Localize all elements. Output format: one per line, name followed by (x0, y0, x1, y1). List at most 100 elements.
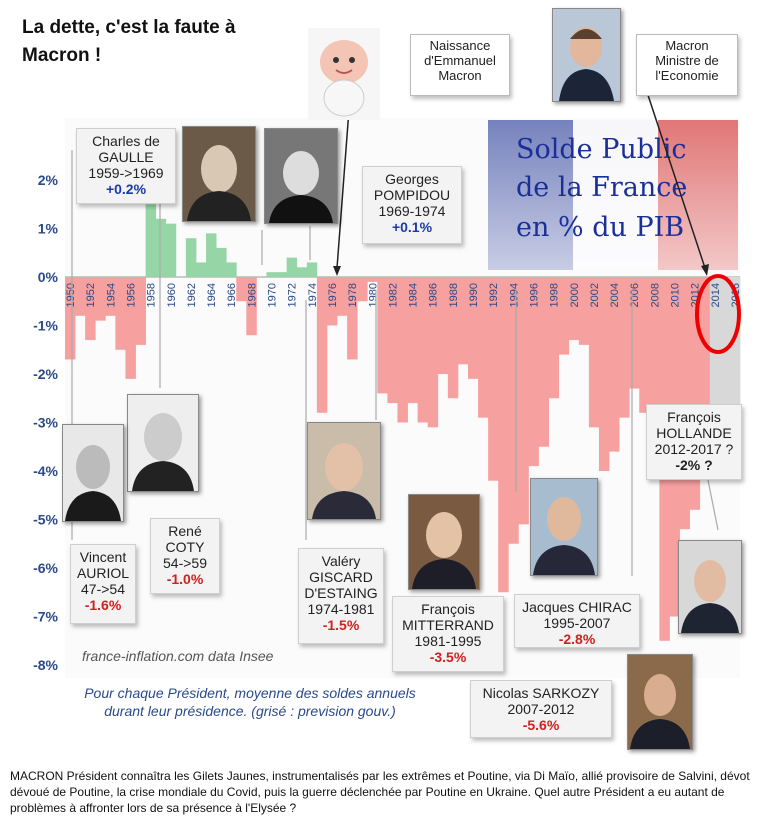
bar-1971 (276, 272, 288, 277)
mitterrand-box: François MITTERRAND 1981-1995 -3.5% (392, 596, 504, 672)
y-tick-label: 2% (38, 172, 59, 188)
x-tick-label: 1952 (85, 283, 97, 307)
pompidou-period: 1969-1974 (378, 203, 446, 219)
auriol-name: Vincent AURIOL (76, 549, 130, 581)
chart-title-line-1: Solde Public (516, 134, 686, 165)
macron-photo (552, 8, 621, 102)
degaulle-photo (182, 126, 256, 222)
mitterrand-photo (408, 494, 480, 590)
hollande-pointer (705, 469, 719, 531)
ministre-pointer (644, 85, 706, 269)
sarkozy-avg: -5.6% (522, 717, 560, 733)
chart-title-line-3: en % du PIB (516, 212, 684, 243)
sarkozy-box: Nicolas SARKOZY 2007-2012 -5.6% (470, 680, 612, 738)
mitterrand-name: François MITTERRAND (402, 601, 494, 633)
bar-1984 (407, 277, 419, 404)
bar-1957 (135, 277, 146, 345)
pompidou-name: Georges POMPIDOU (373, 171, 451, 203)
auriol-box: Vincent AURIOL 47->54 -1.6% (70, 544, 136, 624)
y-tick-label: -4% (33, 463, 58, 479)
chirac-box: Jacques CHIRAC 1995-2007 -2.8% (514, 594, 640, 648)
coty-photo (127, 394, 199, 492)
bar-2006 (629, 277, 640, 389)
bar-1992 (488, 277, 499, 481)
bar-1977 (337, 277, 348, 316)
bar-1965 (216, 247, 227, 277)
bar-1997 (538, 277, 549, 447)
y-tick-label: -3% (33, 415, 58, 431)
bar-1988 (447, 277, 459, 399)
bar-1974 (306, 262, 318, 277)
callout-ministre: Macron Ministre de l'Economie (636, 34, 738, 96)
hollande-name: François HOLLANDE (656, 409, 732, 441)
bar-1960 (165, 223, 177, 277)
x-tick-label: 2000 (569, 283, 581, 307)
bar-1993 (498, 277, 509, 593)
x-tick-label: 1980 (367, 283, 379, 307)
bar-1967 (236, 277, 247, 302)
x-tick-label: 1966 (226, 283, 238, 307)
x-tick-label: 1974 (307, 283, 319, 307)
bar-1954 (105, 277, 116, 316)
giscard-box: Valéry GISCARD D'ESTAING 1974-1981 -1.5% (298, 548, 384, 644)
bar-2014 (709, 277, 721, 467)
bar-1985 (417, 277, 429, 423)
x-tick-label: 2014 (710, 283, 722, 307)
bar-1981 (377, 277, 388, 394)
auriol-period: 47->54 (81, 581, 125, 597)
bar-1963 (195, 262, 207, 277)
bar-1987 (437, 277, 449, 374)
bar-2001 (578, 277, 590, 345)
bar-1999 (558, 277, 570, 355)
data-source: france-inflation.com data Insee (82, 648, 274, 664)
chart-note-line-2: durant leur présidence. (grisé : previsi… (104, 703, 396, 719)
giscard-period: 1974-1981 (307, 601, 375, 617)
y-tick-label: -6% (33, 560, 58, 576)
bar-2000 (568, 277, 580, 341)
bar-1991 (478, 277, 489, 418)
x-tick-label: 1958 (146, 283, 158, 307)
degaulle-avg: +0.2% (105, 181, 147, 197)
x-tick-label: 1990 (468, 283, 480, 307)
chart-title-line-2: de la France (516, 172, 687, 203)
x-tick-label: 1954 (105, 283, 117, 307)
bar-2004 (609, 277, 620, 452)
bar-1962 (185, 238, 197, 277)
mitterrand-period: 1981-1995 (414, 633, 482, 649)
bar-1956 (125, 277, 136, 379)
coty-box: René COTY 54->59 -1.0% (150, 518, 220, 594)
bar-2016 (729, 277, 741, 442)
bar-1966 (226, 262, 237, 277)
bar-1980 (367, 277, 378, 282)
x-tick-label: 1992 (488, 283, 500, 307)
degaulle-box: Charles de GAULLE 1959->1969 +0.2% (76, 128, 176, 204)
footer-text: MACRON Président connaîtra les Gilets Ja… (10, 769, 750, 815)
bar-1978 (347, 277, 358, 360)
x-tick-label: 1986 (428, 283, 440, 307)
x-tick-label: 2010 (670, 283, 682, 307)
bar-1986 (427, 277, 439, 428)
chart-note-line-1: Pour chaque Président, moyenne des solde… (84, 685, 416, 701)
sarkozy-period: 2007-2012 (507, 701, 575, 717)
hollande-box: François HOLLANDE 2012-2017 ? -2% ? (646, 404, 742, 480)
x-tick-label: 1950 (65, 283, 77, 307)
bar-1950 (65, 277, 76, 360)
hollande-avg: -2% ? (675, 457, 713, 473)
x-tick-label: 1996 (529, 283, 541, 307)
y-tick-label: -8% (33, 657, 58, 673)
bar-2002 (588, 277, 600, 428)
bar-1994 (508, 277, 519, 544)
y-tick-label: -2% (33, 366, 58, 382)
macron-highlight-circle (695, 274, 741, 354)
bar-1964 (206, 233, 217, 277)
bar-1951 (75, 277, 86, 316)
y-tick-label: -1% (33, 318, 58, 334)
bar-2015 (719, 277, 731, 452)
x-tick-label: 1960 (166, 283, 178, 307)
giscard-photo (307, 422, 381, 520)
coty-name: René COTY (165, 523, 205, 555)
chirac-period: 1995-2007 (543, 615, 611, 631)
auriol-photo (62, 424, 124, 522)
degaulle-name: Charles de GAULLE (92, 133, 160, 165)
hollande-photo (678, 540, 742, 634)
